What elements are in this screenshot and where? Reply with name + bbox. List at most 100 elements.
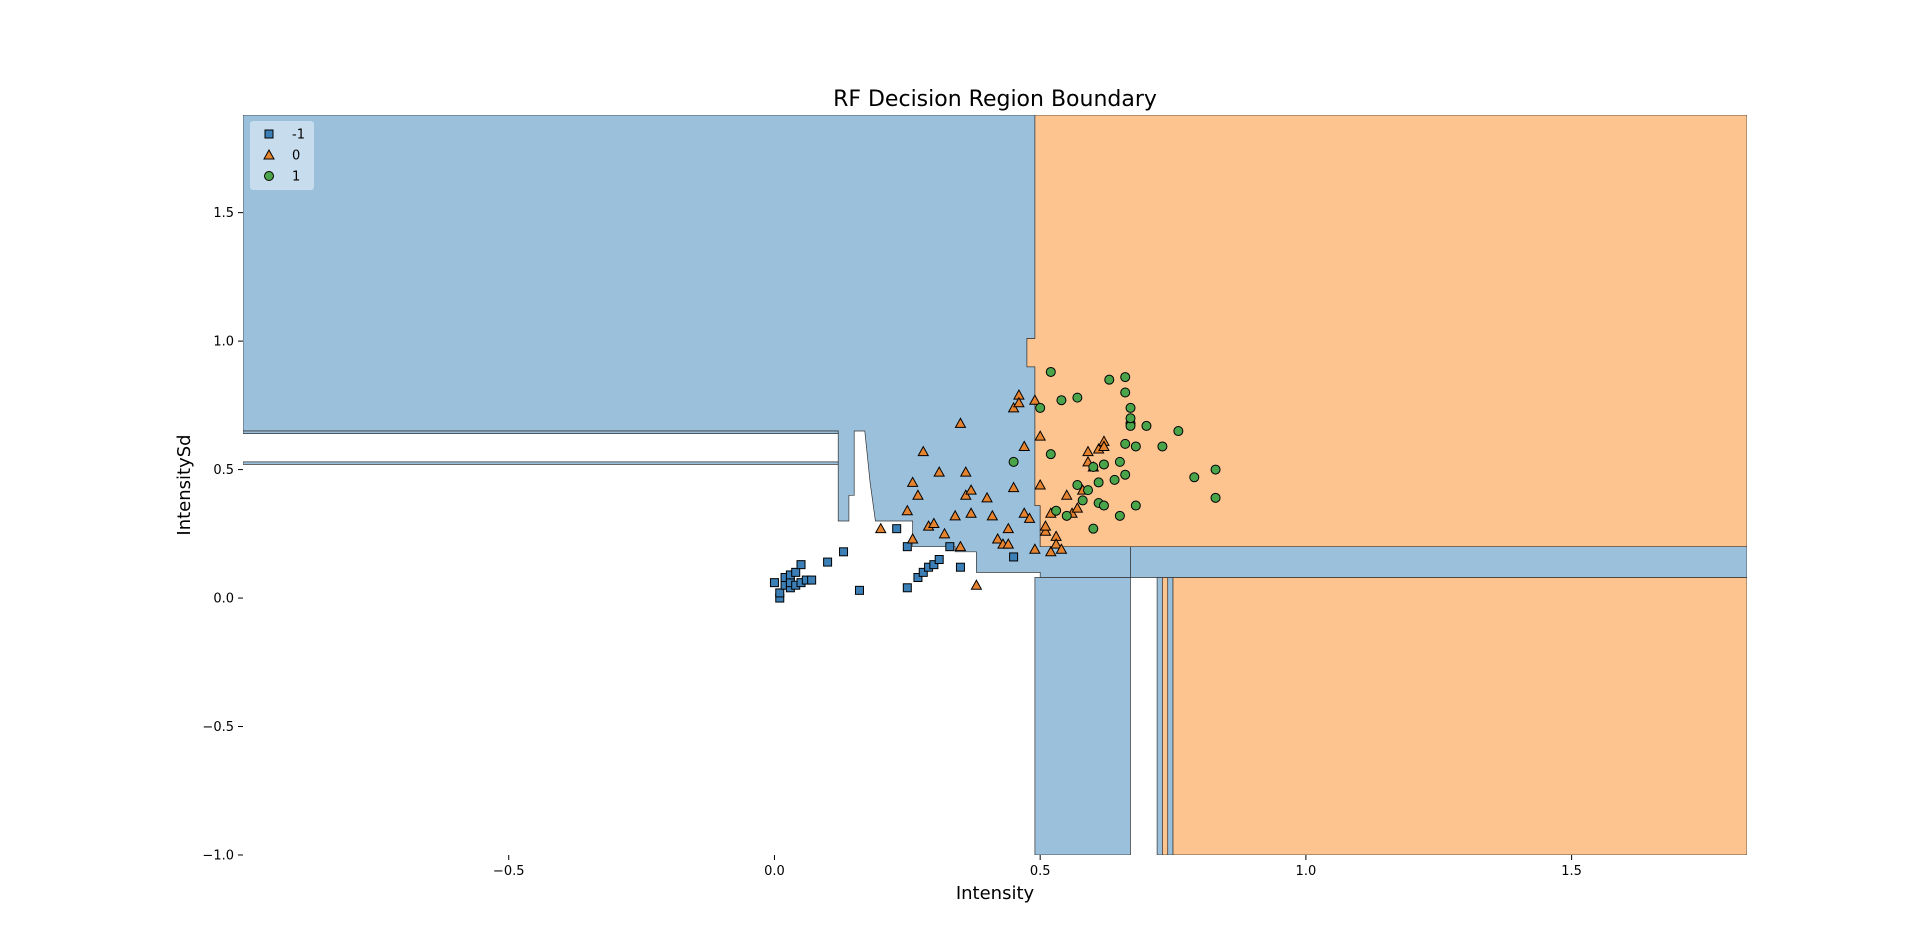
y-tick-label: 1.5: [213, 206, 234, 221]
x-tick-label: 1.5: [1561, 864, 1582, 879]
decision-regions: [243, 115, 1747, 855]
point-class-1: [1120, 372, 1131, 383]
point-class-1: [1130, 441, 1141, 452]
point-class-0: [1018, 507, 1031, 518]
point-class-neg1: [934, 555, 944, 565]
point-class-1: [1051, 505, 1062, 516]
point-class-0: [874, 522, 887, 534]
point-class-0: [1050, 538, 1062, 549]
point-class-neg1: [913, 573, 923, 582]
decision-region-neg1: [1167, 577, 1174, 855]
y-axis: −1.0 −0.5 0.0 0.5 1.0 1.5: [202, 206, 243, 864]
decision-region-neg1: [243, 461, 839, 465]
point-class-1: [1125, 402, 1136, 413]
point-class-0: [1029, 543, 1041, 554]
point-class-neg1: [1009, 552, 1019, 562]
point-class-0: [1082, 445, 1094, 457]
legend-marker-0: [263, 148, 275, 160]
legend-label-0: 0: [292, 149, 300, 164]
point-class-1: [1114, 456, 1125, 467]
point-class-0: [1071, 502, 1084, 513]
point-class-0: [954, 417, 967, 428]
point-class-1: [1045, 449, 1056, 460]
decision-region-neg1: [1034, 577, 1131, 855]
x-tick-label: 0.0: [764, 864, 785, 879]
point-class-0: [959, 466, 972, 477]
point-class-0: [1013, 396, 1025, 408]
point-class-neg1: [796, 560, 806, 570]
point-class-neg1: [775, 588, 785, 598]
point-class-neg1: [791, 567, 801, 577]
point-class-neg1: [769, 578, 779, 588]
point-class-1: [1098, 500, 1109, 511]
point-class-1: [1109, 474, 1120, 485]
point-class-0: [1029, 394, 1041, 405]
point-class-1: [1093, 477, 1104, 488]
y-tick-label: −0.5: [202, 720, 234, 735]
point-class-0: [917, 445, 930, 457]
point-class-0: [1007, 481, 1020, 493]
point-class-0: [1002, 522, 1015, 534]
x-axis: −0.5 0.0 0.5 1.0 1.5: [493, 855, 1582, 879]
point-class-1: [1120, 469, 1131, 480]
point-class-0: [981, 491, 993, 503]
point-class-1: [1088, 523, 1099, 534]
point-class-0: [933, 466, 946, 477]
point-class-neg1: [918, 567, 928, 577]
legend-label-1: 1: [292, 170, 300, 185]
decision-region-0: [1026, 115, 1747, 548]
legend-marker-neg1: [264, 129, 274, 139]
point-class-0: [1023, 512, 1036, 523]
point-class-0: [901, 504, 914, 516]
point-class-1: [1077, 495, 1088, 506]
point-class-1: [1173, 426, 1184, 437]
point-class-1: [1008, 456, 1019, 467]
x-tick-label: 1.0: [1296, 864, 1317, 879]
point-class-neg1: [902, 542, 912, 552]
point-class-neg1: [839, 547, 849, 557]
decision-region-0: [1172, 577, 1747, 855]
point-class-1: [1157, 441, 1168, 452]
decision-region-neg1: [1130, 546, 1747, 578]
y-tick-label: 0.5: [213, 463, 234, 478]
decision-region-neg1: [243, 430, 839, 434]
point-class-0: [906, 532, 919, 544]
point-class-0: [906, 476, 919, 487]
legend-marker-1: [264, 171, 274, 181]
point-class-1: [1083, 485, 1094, 496]
point-class-1: [1189, 472, 1200, 483]
point-class-neg1: [892, 524, 902, 534]
point-class-1: [1125, 413, 1136, 424]
y-tick-label: 0.0: [213, 592, 234, 607]
y-tick-label: −1.0: [202, 849, 234, 864]
point-class-1: [1056, 395, 1067, 406]
point-class-1: [1088, 462, 1099, 473]
point-class-0: [991, 532, 1004, 544]
point-class-1: [1120, 438, 1131, 449]
legend: -1 0 1: [250, 121, 314, 190]
point-class-neg1: [807, 575, 817, 585]
point-class-0: [965, 484, 977, 495]
point-class-0: [1007, 401, 1020, 413]
point-class-1: [1210, 464, 1221, 475]
point-class-neg1: [955, 562, 965, 572]
point-class-0: [938, 527, 951, 539]
point-class-0: [1034, 430, 1047, 441]
point-class-neg1: [945, 542, 955, 552]
point-class-1: [1072, 480, 1083, 490]
point-class-0: [949, 509, 961, 521]
point-class-neg1: [854, 585, 864, 595]
point-class-1: [1035, 402, 1046, 413]
point-class-1: [1120, 387, 1131, 398]
point-class-0: [954, 540, 967, 552]
y-tick-label: 1.0: [213, 335, 234, 350]
point-class-0: [959, 489, 972, 500]
point-class-1: [1130, 500, 1141, 511]
x-axis-label: Intensity: [956, 883, 1035, 904]
point-class-1: [1114, 510, 1125, 521]
point-class-neg1: [929, 560, 939, 570]
point-class-1: [1098, 459, 1109, 470]
x-tick-label: 0.5: [1030, 864, 1051, 879]
point-class-0: [1060, 489, 1073, 500]
point-class-0: [1039, 525, 1052, 536]
